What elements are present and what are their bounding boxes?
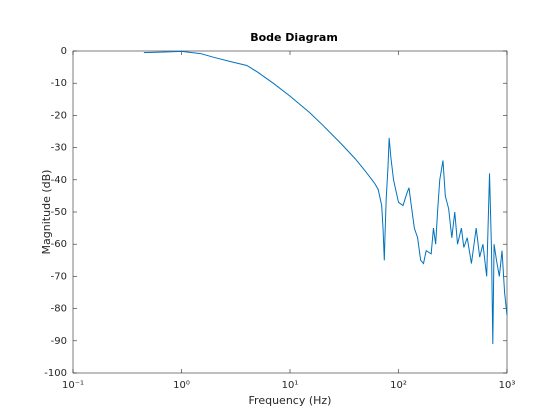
y-axis-label: Magnitude (dB) bbox=[40, 170, 53, 255]
y-tick-label: -30 bbox=[51, 143, 67, 154]
data-line bbox=[143, 50, 508, 345]
x-tick-label: 10⁻¹ bbox=[62, 380, 84, 391]
y-tick-label: -90 bbox=[51, 336, 67, 347]
y-tick-label: 0 bbox=[61, 46, 67, 57]
y-tick-label: -80 bbox=[51, 304, 67, 315]
x-tick-label: 10³ bbox=[499, 380, 516, 391]
y-tick-label: -50 bbox=[51, 207, 67, 218]
x-tick-label: 10² bbox=[390, 380, 407, 391]
y-tick-label: -70 bbox=[51, 271, 67, 282]
y-tick-label: -40 bbox=[51, 175, 67, 186]
y-tick-label: -10 bbox=[51, 78, 67, 89]
x-tick-label: 10⁰ bbox=[173, 380, 190, 391]
x-axis-label: Frequency (Hz) bbox=[249, 394, 332, 407]
x-tick-label: 10¹ bbox=[282, 380, 299, 391]
chart-title: Bode Diagram bbox=[250, 31, 338, 44]
y-tick-label: -100 bbox=[44, 368, 67, 379]
y-tick-label: -60 bbox=[51, 239, 67, 250]
y-tick-label: -20 bbox=[51, 110, 67, 121]
